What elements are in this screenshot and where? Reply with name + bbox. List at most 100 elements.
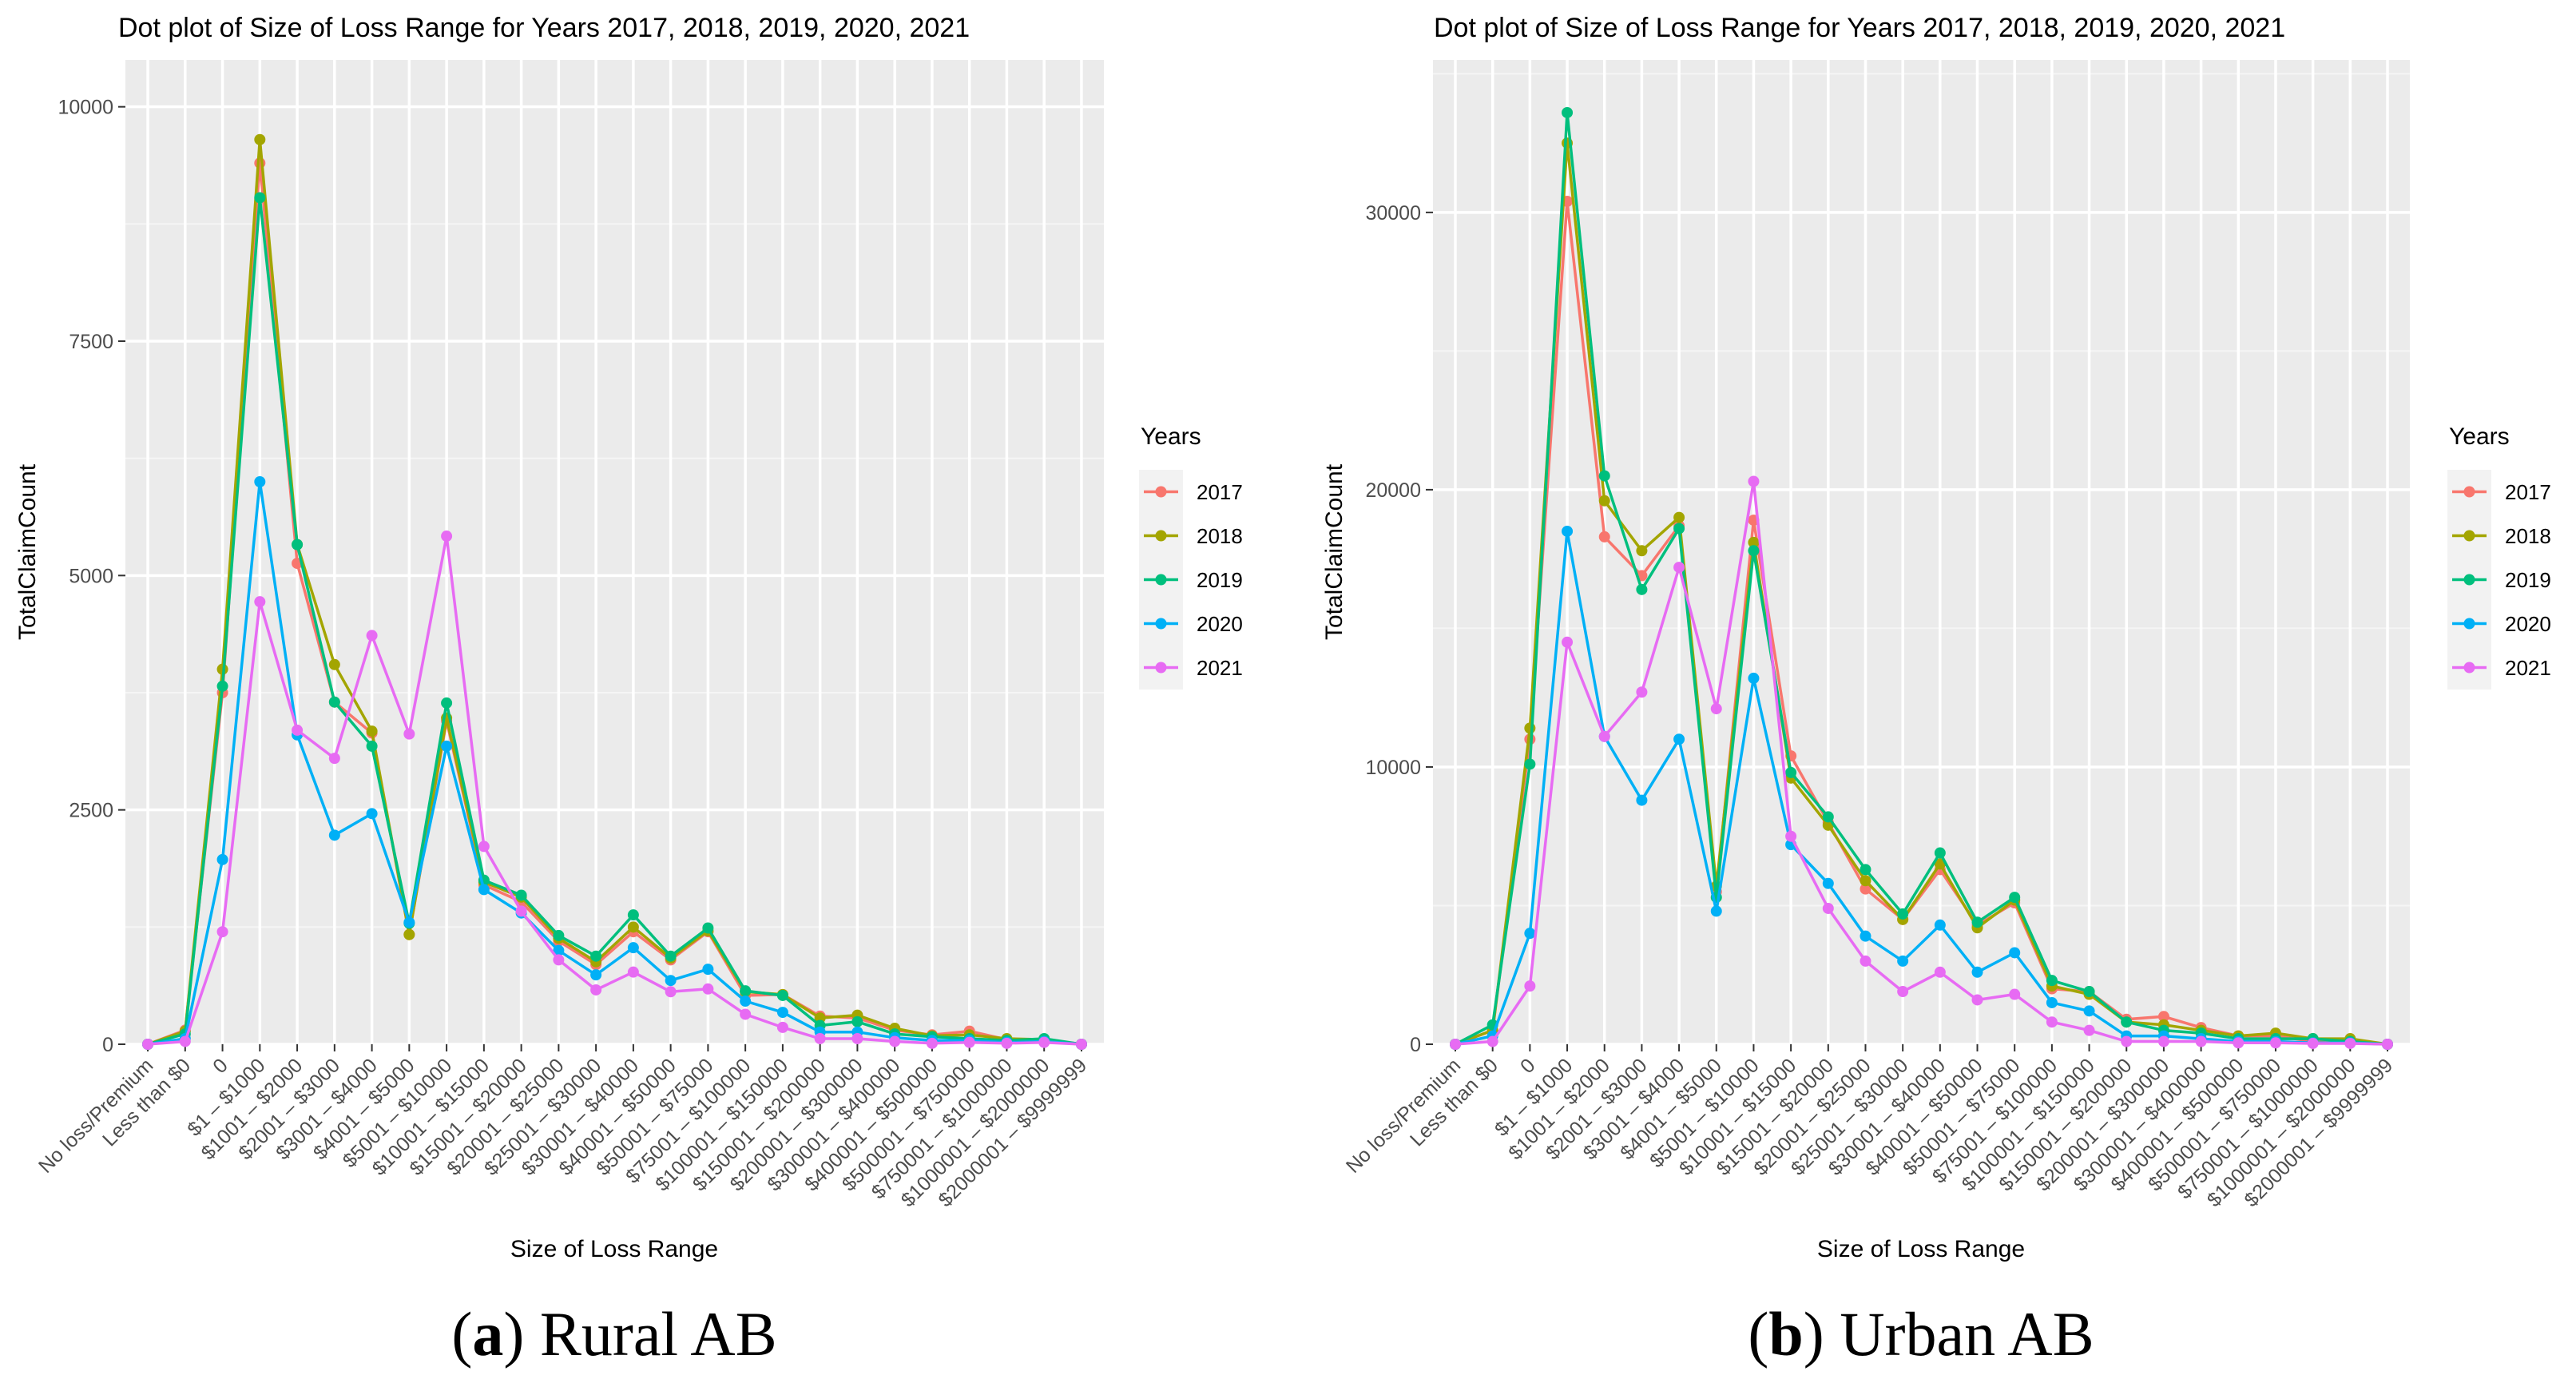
point-2021-40001-50000 [665,986,677,998]
caption-text: Rural AB [524,1299,776,1369]
y-tick-label: 20000 [1365,479,1421,502]
point-2021-75001-100000 [740,1008,752,1020]
point-2019-20001-25000 [553,929,565,941]
legend: Years 2017 2018 2019 2020 2021 [1139,423,1243,690]
point-2018-1001-2000 [1598,495,1610,507]
point-2020-50001-75000 [2009,947,2021,959]
legend-label-2017: 2017 [2505,480,2551,504]
point-2021-1-1000 [1562,636,1574,648]
point-2020-75001-100000 [740,996,752,1007]
point-2021-less-than-0 [1486,1035,1498,1047]
point-2021-2000001-9999999 [2381,1039,2393,1050]
point-2021-50001-75000 [2009,988,2021,1000]
y-tick-label: 5000 [69,565,113,587]
point-2021-400001-500000 [2233,1037,2245,1049]
point-2021-40001-50000 [1971,994,1983,1006]
point-2021-no-loss-premium [142,1039,154,1050]
point-2018-30001-40000 [1934,858,1946,870]
x-axis-label: Size of Loss Range [1817,1236,2025,1262]
y-tick-label: 30000 [1365,202,1421,225]
point-2021-2001-3000 [1636,686,1648,698]
series-group [1450,106,2393,1050]
point-2020-4001-5000 [403,916,415,928]
point-2021-25001-30000 [1897,986,1909,998]
legend-key-point [1155,574,1167,586]
chart-title: Dot plot of Size of Loss Range for Years… [1434,13,2285,43]
plot-panel [1433,60,2410,1044]
point-2020-100001-150000 [776,1007,788,1019]
point-2020-100001-150000 [2083,1005,2095,1017]
point-2019-30001-40000 [1934,847,1946,859]
point-2021-4001-5000 [1710,703,1722,715]
point-2021-less-than-0 [179,1035,191,1047]
caption-rural: (a) Rural AB [451,1299,776,1369]
legend-label-2020: 2020 [2505,612,2551,636]
point-2020-2001-3000 [328,829,340,841]
point-2019-0 [216,680,228,692]
point-2021-4001-5000 [403,728,415,740]
point-2019-3001-4000 [366,740,378,752]
point-2021-1000001-2000000 [2344,1037,2356,1049]
point-2020-3001-4000 [366,808,378,820]
point-2021-30001-40000 [1934,966,1946,978]
series-line-2018 [1455,141,2388,1046]
point-2019-2001-3000 [328,696,340,708]
point-2021-0 [1524,980,1536,992]
y-axis-label: TotalClaimCount [14,463,41,640]
point-2019-1-1000 [254,192,266,204]
legend-label-2021: 2021 [1197,656,1243,680]
point-2021-500001-750000 [963,1036,975,1048]
legend-label-2019: 2019 [1197,568,1243,592]
y-tick-label: 0 [102,1034,113,1056]
point-2021-3001-4000 [366,630,378,642]
point-2019-150001-200000 [2121,1016,2133,1028]
point-2020-3001-4000 [1673,733,1685,745]
point-2021-500001-750000 [2269,1037,2281,1049]
point-2019-5001-10000 [441,697,453,709]
point-2021-1001-2000 [292,724,304,736]
point-2019-5001-10000 [1748,545,1760,557]
point-2021-1000001-2000000 [1038,1036,1050,1048]
point-2019-40001-50000 [1971,916,1983,928]
point-2020-40001-50000 [1971,966,1983,978]
point-2021-2000001-9999999 [1075,1039,1087,1050]
point-2020-4001-5000 [1710,905,1722,917]
point-2019-50001-75000 [2009,892,2021,904]
point-2021-5001-10000 [441,531,453,542]
point-2021-2001-3000 [328,753,340,765]
series-line-2021 [147,535,1082,1046]
point-2017-20001-25000 [1860,883,1871,895]
caption-label: b [1768,1299,1803,1369]
y-axis: 0 10000 20000 30000 [1365,202,1433,1056]
chart-urban: Dot plot of Size of Loss Range for Years… [1321,13,2551,1369]
caption-label: a [472,1299,503,1369]
legend-key-point [1155,486,1167,498]
legend-key-point [2463,574,2475,586]
point-2020-25001-30000 [1897,955,1909,967]
point-2021-20001-25000 [1860,955,1871,967]
series-line-2018 [147,137,1082,1046]
series-group [142,133,1087,1050]
point-2019-15001-20000 [1822,811,1834,823]
point-2021-400001-500000 [926,1037,938,1049]
point-2020-1-1000 [254,476,266,487]
point-2020-25001-30000 [590,969,602,981]
legend-label-2020: 2020 [1197,612,1243,636]
point-2021-150001-200000 [814,1032,826,1044]
point-2020-5001-10000 [1748,672,1760,684]
point-2020-0 [1524,928,1536,940]
point-2019-200001-300000 [851,1015,863,1027]
series-line-2020 [1455,530,2388,1046]
legend-key-point [1155,530,1167,542]
point-2017-1001-2000 [1598,531,1610,542]
point-2021-300001-400000 [2195,1035,2207,1047]
point-2021-100001-150000 [2083,1024,2095,1036]
series-line-2020 [147,480,1082,1046]
legend: Years 2017 2018 2019 2020 2021 [2447,423,2551,690]
point-2019-75001-100000 [2046,975,2058,987]
point-2018-2001-3000 [1636,545,1648,557]
point-2019-2001-3000 [1636,583,1648,595]
point-2018-3001-4000 [1673,511,1685,523]
point-2019-25001-30000 [590,950,602,962]
